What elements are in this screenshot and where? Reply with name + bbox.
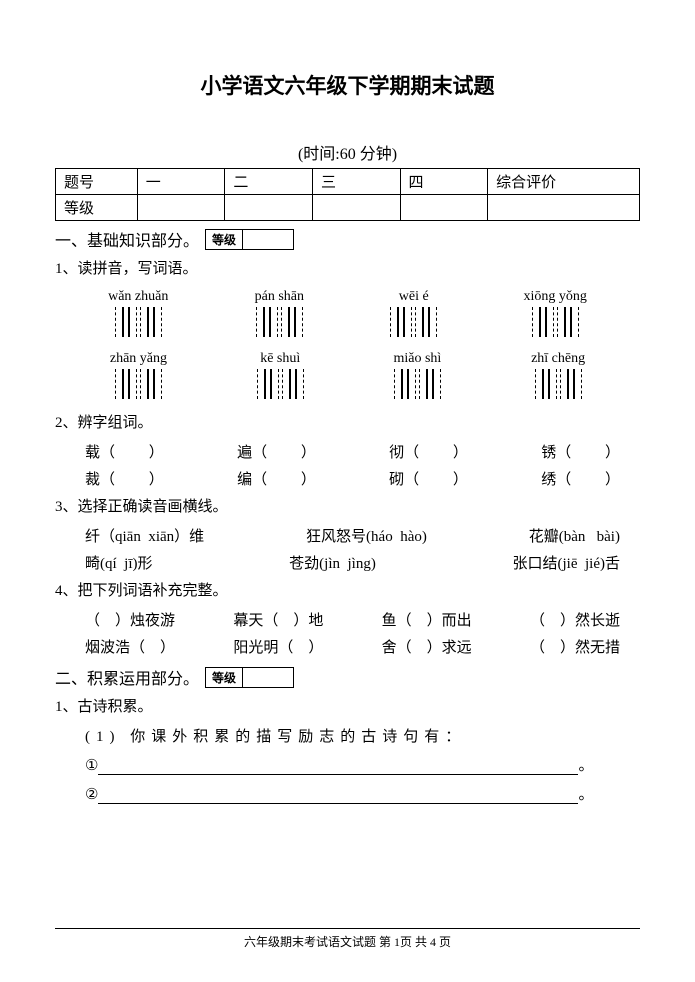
pinyin-text: pán shān xyxy=(255,289,304,305)
choice-item[interactable]: 苍劲(jìn jìng) xyxy=(289,552,376,573)
line-suffix: 。 xyxy=(578,787,593,803)
grade-box: 等级 xyxy=(205,667,294,688)
blank-item[interactable]: 幕天（ ）地 xyxy=(233,609,323,630)
blank-item[interactable]: （ ）烛夜游 xyxy=(85,609,175,630)
th-num: 题号 xyxy=(56,169,138,195)
grade-input[interactable] xyxy=(243,668,293,687)
cell[interactable] xyxy=(137,195,225,221)
char-boxes[interactable] xyxy=(523,307,586,337)
q4-row: 烟波浩（ ） 阳光明（ ） 舍（ ）求远 （ ）然无措 xyxy=(55,636,640,657)
q3-row: 纤（qiān xiān）维 狂风怒号(háo hào) 花瓣(bàn bài) xyxy=(55,525,640,546)
row-grade-label: 等级 xyxy=(56,195,138,221)
th-4: 四 xyxy=(400,169,488,195)
blank-item[interactable]: 载（ ） xyxy=(85,441,164,462)
pinyin-item: wǎn zhuǎn xyxy=(108,289,168,337)
char-boxes[interactable] xyxy=(393,369,441,399)
pinyin-item: zhān yǎng xyxy=(110,351,167,399)
blank-item[interactable]: 裁（ ） xyxy=(85,468,164,489)
pinyin-row-2: zhān yǎng kē shuì miǎo shì zhī chēng xyxy=(55,351,640,399)
line-prefix: ② xyxy=(85,787,98,803)
th-1: 一 xyxy=(137,169,225,195)
choice-item[interactable]: 花瓣(bàn bài) xyxy=(529,525,620,546)
grade-input[interactable] xyxy=(243,230,293,249)
table-row: 等级 xyxy=(56,195,640,221)
grade-label: 等级 xyxy=(206,230,243,249)
pinyin-text: kē shuì xyxy=(257,351,304,367)
pinyin-item: kē shuì xyxy=(257,351,304,399)
blank-item[interactable]: 阳光明（ ） xyxy=(233,636,323,657)
q3: 3、选择正确读音画横线。 xyxy=(55,495,640,519)
blank-item[interactable]: 砌（ ） xyxy=(389,468,468,489)
s2-q1: 1、古诗积累。 xyxy=(55,695,640,719)
q1: 1、读拼音，写词语。 xyxy=(55,257,640,281)
cell[interactable] xyxy=(488,195,640,221)
pinyin-text: zhān yǎng xyxy=(110,351,167,367)
blank-item[interactable]: 绣（ ） xyxy=(541,468,620,489)
grade-box: 等级 xyxy=(205,229,294,250)
choice-item[interactable]: 纤（qiān xiān）维 xyxy=(85,525,204,546)
pinyin-item: pán shān xyxy=(255,289,304,337)
cell[interactable] xyxy=(400,195,488,221)
fill-line-2[interactable]: ②。 xyxy=(55,783,640,804)
page-footer: 六年级期末考试语文试题 第 1页 共 4 页 xyxy=(55,928,640,950)
pinyin-item: miǎo shì xyxy=(393,351,441,399)
line-prefix: ① xyxy=(85,758,98,774)
th-2: 二 xyxy=(225,169,313,195)
blank-item[interactable]: 编（ ） xyxy=(237,468,316,489)
section2-title: 二、积累运用部分。 xyxy=(55,665,199,689)
pinyin-item: zhī chēng xyxy=(531,351,585,399)
pinyin-text: miǎo shì xyxy=(393,351,441,367)
q2-row: 裁（ ） 编（ ） 砌（ ） 绣（ ） xyxy=(55,468,640,489)
s2-q1-1: (1) 你课外积累的描写励志的古诗句有： xyxy=(55,725,640,746)
char-boxes[interactable] xyxy=(110,369,167,399)
char-boxes[interactable] xyxy=(531,369,585,399)
exam-page: 小学语文六年级下学期期末试题 (时间:60 分钟) 题号 一 二 三 四 综合评… xyxy=(0,0,695,982)
fill-line-1[interactable]: ①。 xyxy=(55,754,640,775)
table-row: 题号 一 二 三 四 综合评价 xyxy=(56,169,640,195)
choice-item[interactable]: 畸(qí jī)形 xyxy=(85,552,153,573)
pinyin-item: xiōng yǒng xyxy=(523,289,586,337)
pinyin-item: wēi é xyxy=(390,289,437,337)
blank-item[interactable]: 舍（ ）求远 xyxy=(382,636,472,657)
page-subtitle: (时间:60 分钟) xyxy=(55,140,640,164)
section1-head: 一、基础知识部分。 等级 xyxy=(55,227,640,251)
pinyin-text: wēi é xyxy=(390,289,437,305)
q4-row: （ ）烛夜游 幕天（ ）地 鱼（ ）而出 （ ）然长逝 xyxy=(55,609,640,630)
blank-item[interactable]: 鱼（ ）而出 xyxy=(382,609,472,630)
score-table: 题号 一 二 三 四 综合评价 等级 xyxy=(55,168,640,221)
blank-item[interactable]: 彻（ ） xyxy=(389,441,468,462)
q3-row: 畸(qí jī)形 苍劲(jìn jìng) 张口结(jiē jié)舌 xyxy=(55,552,640,573)
th-total: 综合评价 xyxy=(488,169,640,195)
pinyin-row-1: wǎn zhuǎn pán shān wēi é xiōng yǒng xyxy=(55,289,640,337)
char-boxes[interactable] xyxy=(390,307,437,337)
cell[interactable] xyxy=(312,195,400,221)
char-boxes[interactable] xyxy=(257,369,304,399)
pinyin-text: xiōng yǒng xyxy=(523,289,586,305)
choice-item[interactable]: 狂风怒号(háo hào) xyxy=(306,525,427,546)
char-boxes[interactable] xyxy=(108,307,168,337)
pinyin-text: zhī chēng xyxy=(531,351,585,367)
q2: 2、辨字组词。 xyxy=(55,411,640,435)
char-boxes[interactable] xyxy=(255,307,304,337)
line-suffix: 。 xyxy=(578,758,593,774)
choice-item[interactable]: 张口结(jiē jié)舌 xyxy=(513,552,620,573)
grade-label: 等级 xyxy=(206,668,243,687)
th-3: 三 xyxy=(312,169,400,195)
blank-item[interactable]: 锈（ ） xyxy=(541,441,620,462)
blank-item[interactable]: 烟波浩（ ） xyxy=(85,636,175,657)
blank-item[interactable]: （ ）然长逝 xyxy=(530,609,620,630)
cell[interactable] xyxy=(225,195,313,221)
page-title: 小学语文六年级下学期期末试题 xyxy=(55,70,640,100)
pinyin-text: wǎn zhuǎn xyxy=(108,289,168,305)
blank-item[interactable]: （ ）然无措 xyxy=(530,636,620,657)
q2-row: 载（ ） 遍（ ） 彻（ ） 锈（ ） xyxy=(55,441,640,462)
q4: 4、把下列词语补充完整。 xyxy=(55,579,640,603)
blank-item[interactable]: 遍（ ） xyxy=(237,441,316,462)
section2-head: 二、积累运用部分。 等级 xyxy=(55,665,640,689)
section1-title: 一、基础知识部分。 xyxy=(55,227,199,251)
